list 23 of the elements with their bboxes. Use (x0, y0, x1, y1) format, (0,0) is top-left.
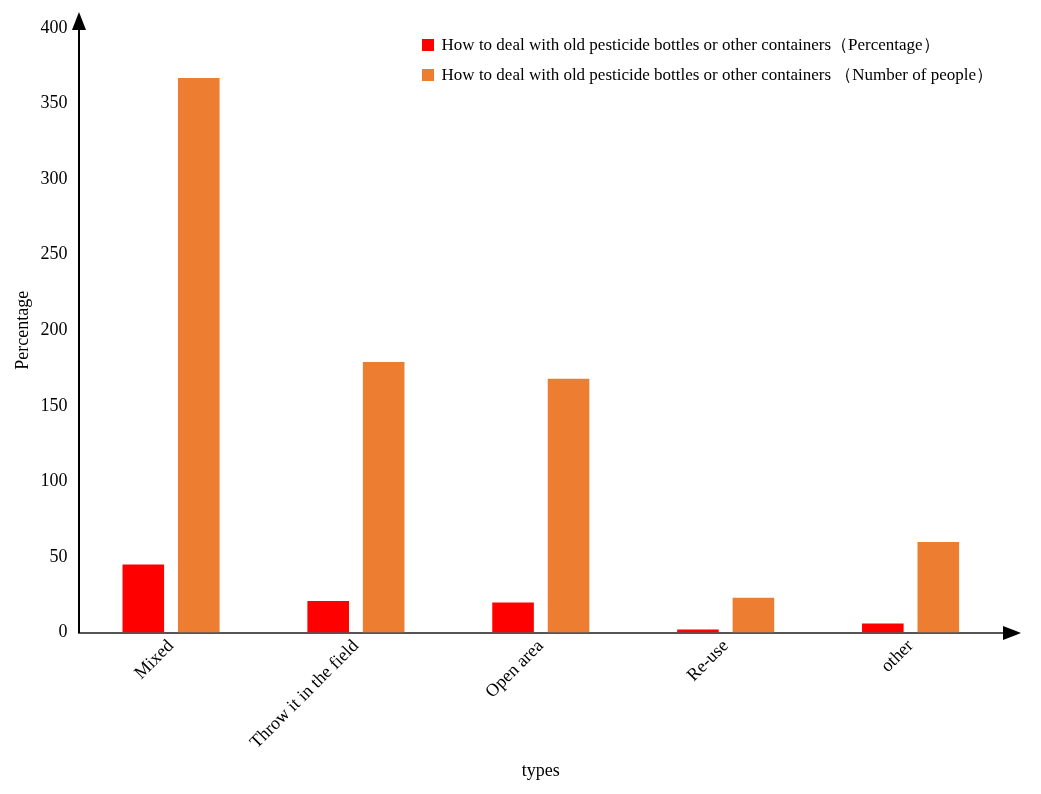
legend-label: How to deal with old pesticide bottles or other containers（Percentage） (441, 34, 940, 56)
y-tick-label: 50 (49, 545, 68, 566)
bar (177, 77, 220, 633)
x-tick-label: Open area (480, 635, 547, 702)
y-tick-label: 250 (40, 243, 68, 264)
bar (362, 362, 405, 633)
y-tick-label: 100 (40, 470, 68, 491)
bar (547, 378, 590, 633)
y-axis-title: Percentage (11, 290, 32, 370)
x-axis-title: types (521, 759, 560, 780)
y-tick-label: 300 (40, 167, 68, 188)
y-tick-label: 350 (40, 92, 68, 113)
y-tick-label: 400 (40, 16, 68, 37)
bar (122, 564, 165, 633)
legend-label: How to deal with old pesticide bottles or other containers （Number of people） (441, 64, 993, 86)
bar (307, 600, 349, 633)
bar (732, 597, 775, 633)
y-tick-label: 0 (58, 621, 68, 642)
x-tick-label: other (876, 635, 917, 676)
bar (917, 541, 960, 633)
y-tick-label: 150 (40, 394, 68, 415)
y-tick-label: 200 (40, 319, 68, 340)
bar (492, 602, 534, 633)
